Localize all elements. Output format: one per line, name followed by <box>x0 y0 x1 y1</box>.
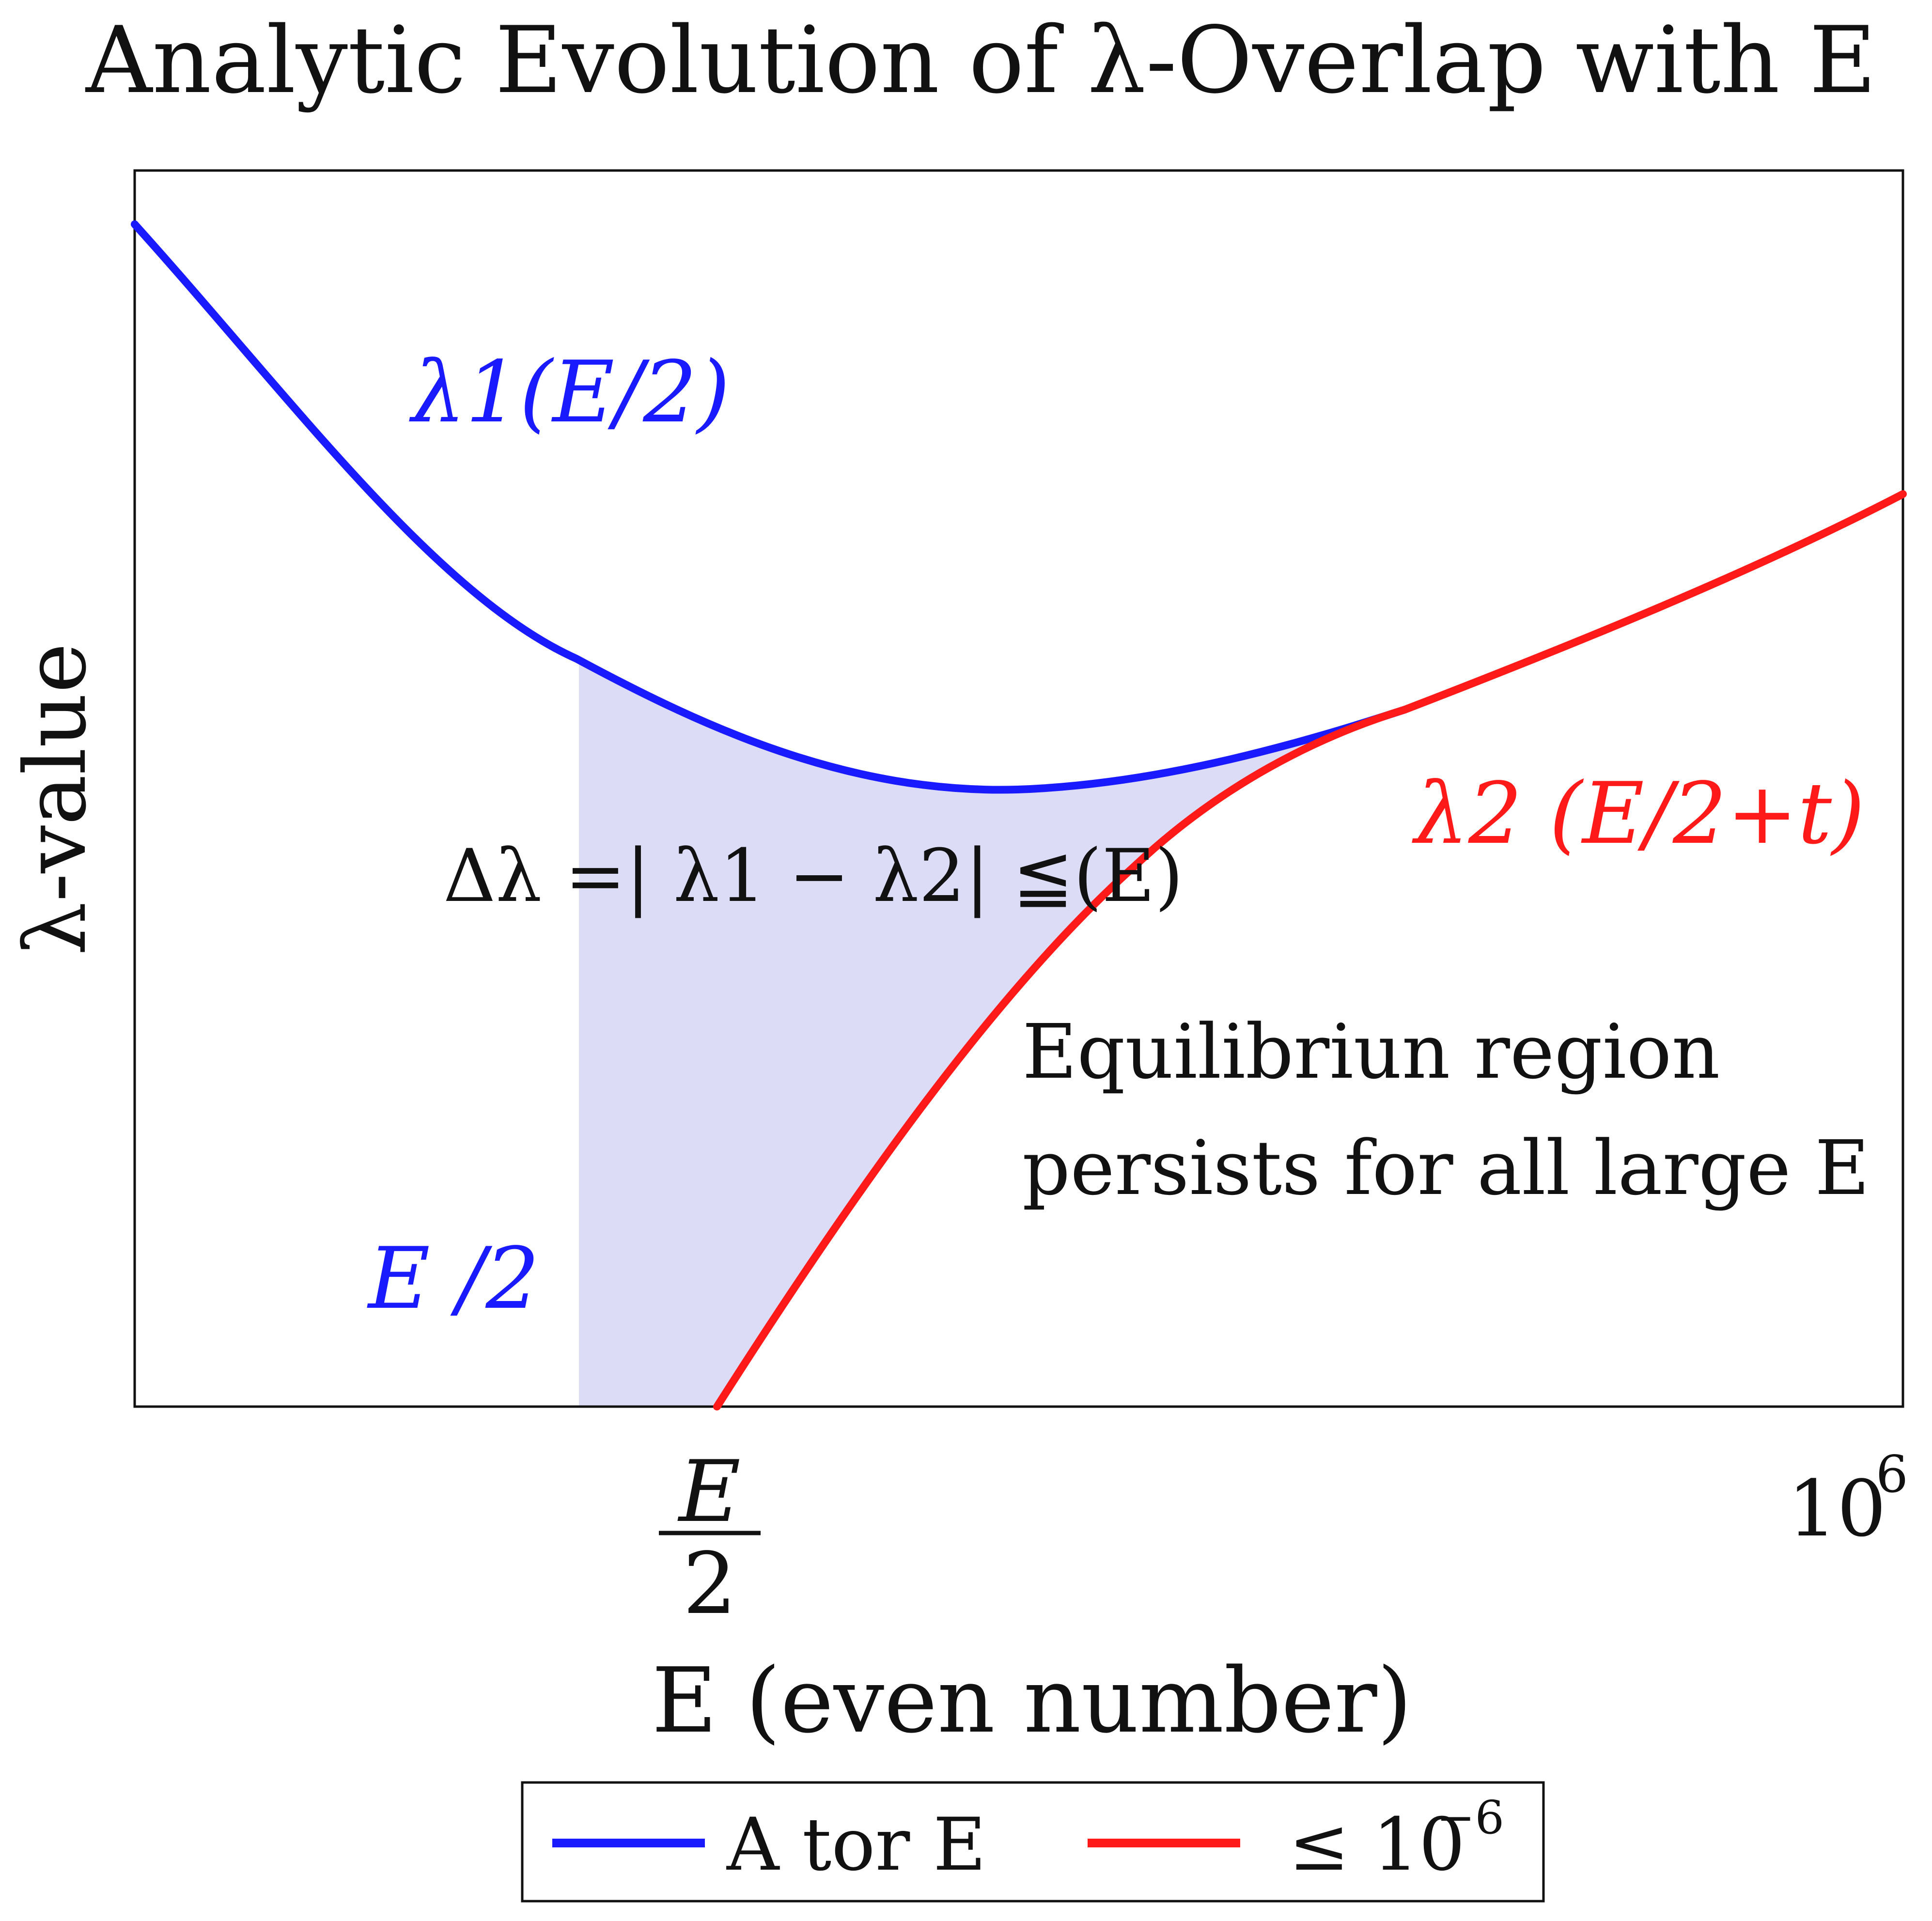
overlap-shaded-region <box>579 661 1405 1407</box>
series-label-lambda1: λ1(E/2) <box>409 343 730 442</box>
plot-frame <box>133 169 1904 1408</box>
legend-label-blue: A tor E <box>726 1803 986 1887</box>
x-tick-e-half: E 2 <box>659 1443 761 1633</box>
annotation-delta-lambda: Δλ =| λ1 − λ2| ≦(E) <box>443 834 1183 918</box>
legend-label-red: ≤ 10 <box>1289 1803 1465 1887</box>
x-tick-e-half-numerator: E <box>677 1443 741 1541</box>
annotation-equilibrium-line2: persists for all large E <box>1022 1124 1870 1212</box>
x-axis-label: E (even number) <box>652 1648 1412 1753</box>
series-label-lambda2: λ2 (E/2+t) <box>1412 765 1865 863</box>
legend-label-red-exponent: −6 <box>1436 1791 1504 1844</box>
legend: A tor E ≤ 10 −6 <box>521 1781 1545 1903</box>
x-tick-ten-sixth-base: 10 <box>1788 1463 1886 1554</box>
y-axis-label: λ-value <box>7 643 105 955</box>
x-tick-ten-sixth-exponent: 6 <box>1876 1445 1908 1504</box>
series-line-lambda1 <box>131 220 1409 794</box>
annotation-equilibrium-line1: Equilibriun region <box>1022 1008 1720 1096</box>
annotation-e-half: E /2 <box>367 1230 540 1328</box>
series-line-lambda2 <box>713 490 1907 1410</box>
x-tick-ten-sixth: 10 6 <box>1788 1445 1908 1554</box>
chart-title: Analytic Evolution of λ-Overlap with E <box>85 7 1876 114</box>
x-tick-e-half-denominator: 2 <box>683 1535 736 1633</box>
